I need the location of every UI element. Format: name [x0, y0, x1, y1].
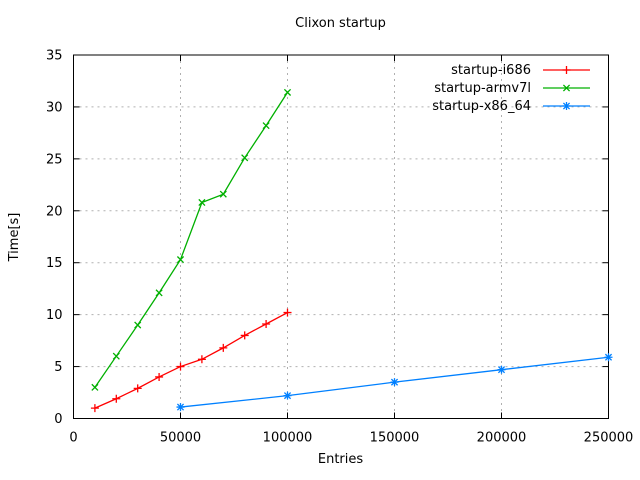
x-tick-label: 100000 — [263, 431, 313, 446]
legend-item-startup-i686: startup-i686 — [432, 61, 590, 79]
x-axis-label: Entries — [317, 452, 364, 467]
series-line — [94, 311, 288, 409]
x-tick-label: 50000 — [160, 431, 201, 446]
cross-marker-icon — [91, 383, 99, 391]
x-tick-label: 200000 — [477, 431, 527, 446]
cross-marker-icon — [134, 321, 142, 329]
y-tick-label: 10 — [46, 308, 63, 323]
legend-item-startup-armv7l: startup-armv7l — [432, 79, 590, 97]
cross-marker-icon — [562, 84, 571, 92]
plus-marker-icon — [262, 319, 271, 328]
y-tick-label: 5 — [54, 360, 62, 375]
plus-marker-icon — [240, 331, 249, 340]
y-tick-label: 0 — [54, 412, 62, 427]
legend-sample — [543, 84, 590, 92]
legend-sample — [543, 102, 590, 110]
cross-marker-icon — [112, 352, 120, 360]
legend-item-startup-x86_64: startup-x86_64 — [432, 97, 590, 115]
x-tick-label: 0 — [69, 431, 77, 446]
asterisk-marker-icon — [562, 102, 571, 110]
asterisk-marker-icon — [497, 365, 506, 374]
asterisk-marker-icon — [176, 403, 185, 412]
y-tick-label: 35 — [46, 49, 63, 64]
series-startup-x86_64 — [176, 353, 613, 412]
series-startup-armv7l — [91, 88, 292, 391]
legend: startup-i686 startup-armv7l startup-x86_64 — [432, 61, 590, 115]
plus-marker-icon — [90, 404, 99, 413]
legend-sample — [543, 66, 590, 74]
legend-label: startup-armv7l — [434, 80, 531, 96]
cross-marker-icon — [262, 122, 270, 130]
cross-marker-icon — [176, 256, 185, 264]
axis-ticks — [73, 54, 609, 419]
y-tick-label: 25 — [46, 152, 63, 167]
y-tick-label: 20 — [46, 204, 63, 219]
x-tick-label: 250000 — [584, 431, 634, 446]
legend-label: startup-x86_64 — [432, 98, 531, 114]
plus-marker-icon — [283, 308, 292, 317]
asterisk-marker-icon — [604, 353, 613, 362]
plus-marker-icon — [197, 355, 206, 364]
plus-marker-icon — [155, 372, 164, 381]
plus-marker-icon — [562, 66, 571, 74]
y-tick-label: 30 — [46, 100, 63, 115]
cross-marker-icon — [155, 289, 163, 297]
asterisk-marker-icon — [283, 391, 292, 400]
cross-marker-icon — [241, 154, 249, 162]
plus-marker-icon — [112, 394, 121, 403]
cross-marker-icon — [219, 190, 227, 198]
cross-marker-icon — [198, 198, 206, 207]
plus-marker-icon — [176, 362, 185, 371]
series-startup-i686 — [90, 308, 292, 413]
cross-marker-icon — [283, 88, 292, 96]
chart-title: Clixon startup — [295, 16, 386, 31]
plus-marker-icon — [219, 343, 228, 352]
y-tick-label: 15 — [46, 256, 63, 271]
legend-label: startup-i686 — [451, 62, 531, 78]
series-line — [94, 92, 289, 388]
plot-border — [73, 54, 609, 419]
plus-marker-icon — [133, 384, 142, 393]
x-tick-label: 150000 — [370, 431, 420, 446]
asterisk-marker-icon — [390, 378, 399, 387]
